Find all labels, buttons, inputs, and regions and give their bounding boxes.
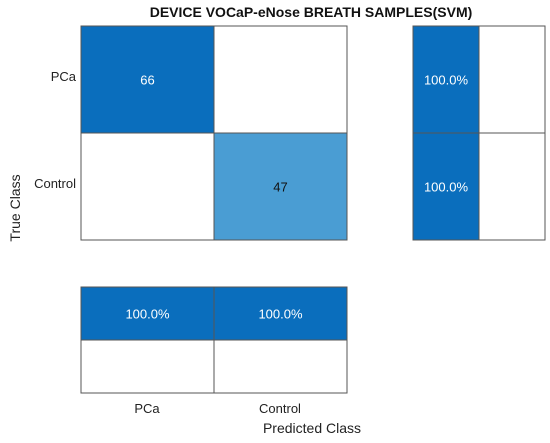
matrix-cell-value: 66 xyxy=(140,73,154,88)
matrix-cell-value: 47 xyxy=(273,180,287,195)
row-summary-incorrect-cell xyxy=(478,132,546,241)
row-label-pca: PCa xyxy=(51,69,77,84)
row-summary-correct-cell xyxy=(412,132,480,241)
matrix-cell xyxy=(213,25,348,134)
matrix-cell xyxy=(213,132,348,241)
column-summary-correct-cell xyxy=(80,286,215,341)
column-summary: 100.0% 100.0% xyxy=(80,286,348,394)
column-summary-correct-value: 100.0% xyxy=(125,307,170,322)
row-summary-incorrect-cell xyxy=(478,25,546,134)
row-summary-correct-cell xyxy=(412,25,480,134)
matrix-cells: 66 47 xyxy=(80,25,348,241)
matrix-cell xyxy=(80,132,215,241)
col-label-pca: PCa xyxy=(134,401,160,416)
column-summary-correct-value: 100.0% xyxy=(258,307,303,322)
row-summary-correct-value: 100.0% xyxy=(424,73,469,88)
chart-title: DEVICE VOCaP-eNose BREATH SAMPLES(SVM) xyxy=(150,4,473,20)
row-summary: 100.0% 100.0% xyxy=(412,25,546,241)
y-axis-label: True Class xyxy=(7,174,23,241)
column-summary-incorrect-cell xyxy=(213,339,348,394)
matrix-cell xyxy=(80,25,215,134)
col-label-control: Control xyxy=(259,401,301,416)
row-summary-correct-value: 100.0% xyxy=(424,180,469,195)
column-summary-correct-cell xyxy=(213,286,348,341)
x-axis-label: Predicted Class xyxy=(263,420,361,436)
row-label-control: Control xyxy=(34,176,76,191)
column-summary-incorrect-cell xyxy=(80,339,215,394)
